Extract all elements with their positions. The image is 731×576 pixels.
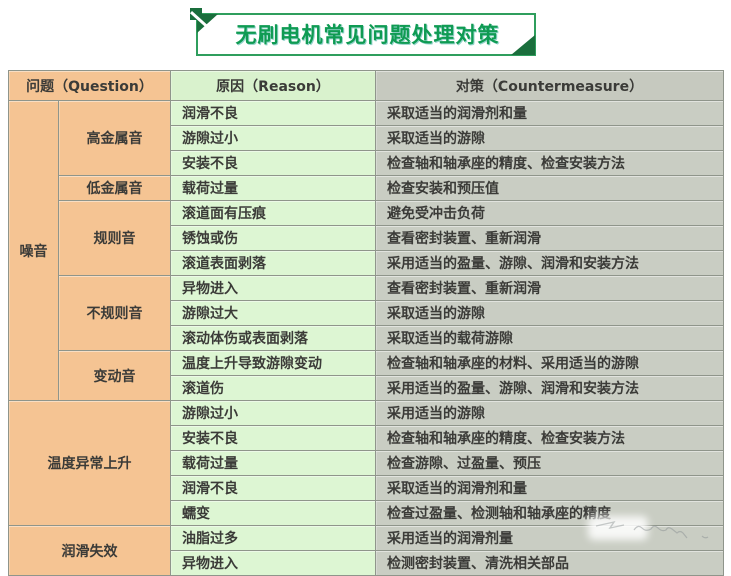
subcategory-cell: 低金属音 bbox=[58, 175, 171, 201]
page-title: 无刷电机常见问题处理对策 bbox=[235, 23, 500, 47]
reason-cell: 游隙过小 bbox=[170, 125, 376, 151]
reason-cell: 滚道伤 bbox=[170, 375, 376, 401]
troubleshooting-table-wrap: 问题（Question） 原因（Reason） 对策（Countermeasur… bbox=[8, 70, 724, 576]
corner-triangle-bottom-right bbox=[510, 35, 535, 55]
reason-cell: 异物进入 bbox=[170, 550, 376, 576]
reason-cell: 载荷过量 bbox=[170, 175, 376, 201]
table-row: 滚道伤 采用适当的盈量、游隙、润滑和安装方法 bbox=[9, 375, 724, 401]
reason-cell: 滚道面有压痕 bbox=[170, 200, 376, 226]
table-row: 蠕变 检查过盈量、检测轴和轴承座的精度 bbox=[9, 500, 724, 526]
table-row: 安装不良 检查轴和轴承座的精度、检查安装方法 bbox=[9, 150, 724, 176]
subcategory-cell: 高金属音 bbox=[58, 100, 171, 176]
countermeasure-cell: 检查安装和预压值 bbox=[375, 175, 724, 201]
table-row: 游隙过小 采取适当的游隙 bbox=[9, 125, 724, 151]
reason-cell: 油脂过多 bbox=[170, 525, 376, 551]
table-row: 变动音 温度上升导致游隙变动 检查轴和轴承座的材料、采用适当的游隙 bbox=[9, 350, 724, 401]
countermeasure-cell: 采用适当的盈量、游隙、润滑和安装方法 bbox=[375, 375, 724, 401]
category-cell: 噪音 bbox=[8, 100, 59, 401]
table-row: 不规则音 异物进入 查看密封装置、重新润滑 bbox=[9, 275, 724, 351]
countermeasure-cell: 查看密封装置、重新润滑 bbox=[375, 275, 724, 301]
countermeasure-cell: 检查轴和轴承座的材料、采用适当的游隙 bbox=[375, 350, 724, 376]
title-box: 无刷电机常见问题处理对策 bbox=[189, 8, 536, 56]
table-row: 低金属音 载荷过量 检查安装和预压值 bbox=[9, 175, 724, 201]
category-cell: 温度异常上升 bbox=[8, 400, 171, 526]
table-row: 锈蚀或伤 查看密封装置、重新润滑 bbox=[9, 225, 724, 251]
countermeasure-cell: 采用适当的盈量、游隙、润滑和安装方法 bbox=[375, 250, 724, 276]
countermeasure-cell: 采取适当的润滑剂和量 bbox=[375, 100, 724, 126]
header-reason: 原因（Reason） bbox=[170, 70, 376, 101]
header-row: 问题（Question） 原因（Reason） 对策（Countermeasur… bbox=[8, 70, 724, 101]
countermeasure-cell: 采用适当的游隙 bbox=[375, 400, 724, 426]
category-cell: 润滑失效 bbox=[8, 525, 171, 576]
reason-cell: 润滑不良 bbox=[170, 475, 376, 501]
reason-cell: 润滑不良 bbox=[170, 100, 376, 126]
countermeasure-cell: 采用适当的润滑剂量 bbox=[375, 525, 724, 551]
reason-cell: 滚道表面剥落 bbox=[170, 250, 376, 276]
reason-cell: 安装不良 bbox=[170, 425, 376, 451]
countermeasure-cell: 采取适当的载荷游隙 bbox=[375, 325, 724, 351]
table-row: 温度异常上升 游隙过小 采用适当的游隙 bbox=[8, 400, 724, 526]
header-countermeasure: 对策（Countermeasure） bbox=[375, 70, 724, 101]
table-row: 游隙过大 采取适当的游隙 bbox=[9, 300, 724, 326]
reason-cell: 载荷过量 bbox=[170, 450, 376, 476]
countermeasure-cell: 查看密封装置、重新润滑 bbox=[375, 225, 724, 251]
reason-cell: 异物进入 bbox=[170, 275, 376, 301]
reason-cell: 滚动体伤或表面剥落 bbox=[170, 325, 376, 351]
subcategory-cell: 不规则音 bbox=[58, 275, 171, 351]
reason-cell: 温度上升导致游隙变动 bbox=[170, 350, 376, 376]
table-row: 载荷过量 检查游隙、过盈量、预压 bbox=[9, 450, 724, 476]
countermeasure-cell: 检查轴和轴承座的精度、检查安装方法 bbox=[375, 150, 724, 176]
countermeasure-cell: 采取适当的游隙 bbox=[375, 125, 724, 151]
title-banner: 无刷电机常见问题处理对策 bbox=[0, 8, 731, 56]
countermeasure-cell: 检查过盈量、检测轴和轴承座的精度 bbox=[375, 500, 724, 526]
header-question: 问题（Question） bbox=[8, 70, 171, 101]
subcategory-cell: 变动音 bbox=[58, 350, 171, 401]
reason-cell: 游隙过大 bbox=[170, 300, 376, 326]
countermeasure-cell: 检查轴和轴承座的精度、检查安装方法 bbox=[375, 425, 724, 451]
countermeasure-cell: 检查游隙、过盈量、预压 bbox=[375, 450, 724, 476]
table-row: 滚动体伤或表面剥落 采取适当的载荷游隙 bbox=[9, 325, 724, 351]
subcategory-cell: 规则音 bbox=[58, 200, 171, 276]
reason-cell: 锈蚀或伤 bbox=[170, 225, 376, 251]
countermeasure-cell: 避免受冲击负荷 bbox=[375, 200, 724, 226]
table-row: 规则音 滚道面有压痕 避免受冲击负荷 bbox=[9, 200, 724, 276]
reason-cell: 蠕变 bbox=[170, 500, 376, 526]
countermeasure-cell: 采取适当的游隙 bbox=[375, 300, 724, 326]
troubleshooting-table: 问题（Question） 原因（Reason） 对策（Countermeasur… bbox=[8, 70, 724, 576]
countermeasure-cell: 检测密封装置、清洗相关部品 bbox=[375, 550, 724, 576]
reason-cell: 安装不良 bbox=[170, 150, 376, 176]
reason-cell: 游隙过小 bbox=[170, 400, 376, 426]
countermeasure-cell: 采取适当的润滑剂和量 bbox=[375, 475, 724, 501]
table-row: 噪音 高金属音 润滑不良 采取适当的润滑剂和量 bbox=[8, 100, 724, 401]
table-row: 润滑失效 油脂过多 采用适当的润滑剂量 bbox=[8, 525, 724, 576]
